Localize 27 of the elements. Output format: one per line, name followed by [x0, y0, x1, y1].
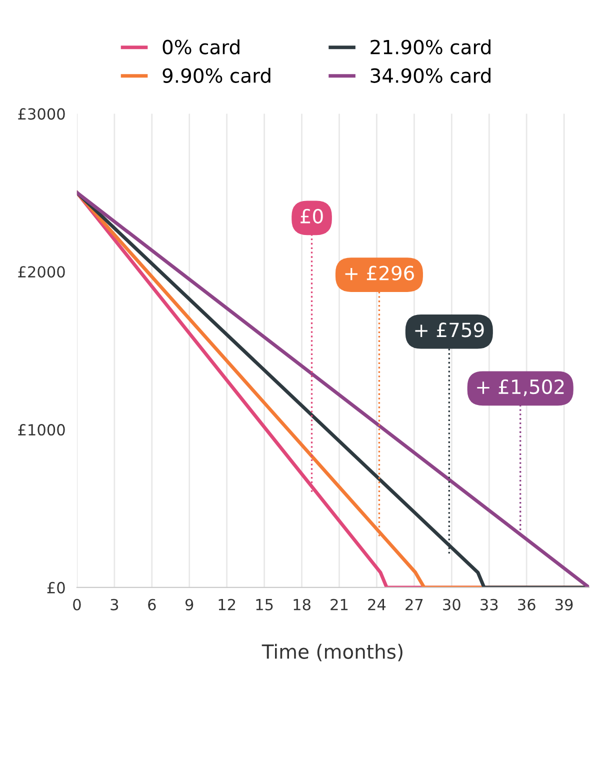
- legend-label: 0% card: [162, 39, 240, 54]
- legend-label: 9.90% card: [162, 68, 270, 83]
- x-tick-label: 6: [148, 598, 156, 610]
- annotation: + £759: [415, 322, 484, 338]
- x-tick-label: 39: [556, 598, 573, 610]
- x-tick-label: 15: [256, 599, 273, 610]
- x-tick-label: 33: [480, 598, 498, 610]
- x-tick-label: 36: [518, 598, 536, 610]
- x-tick-label: 3: [110, 598, 118, 610]
- annotation: + £1,502: [477, 379, 564, 396]
- x-tick-label: 30: [443, 598, 460, 610]
- annotation: £0: [300, 208, 323, 224]
- x-tick-label: 12: [218, 598, 236, 610]
- x-tick-label: 27: [406, 598, 423, 610]
- legend-label: 34.90% card: [370, 68, 490, 83]
- x-axis-title: Time (months): [262, 644, 402, 662]
- legend-label: 21.90% card: [370, 39, 490, 54]
- x-tick-label: 24: [368, 598, 386, 610]
- x-tick-label: 9: [185, 598, 194, 610]
- x-tick-label: 18: [294, 598, 310, 610]
- y-tick-label: £2000: [18, 266, 65, 278]
- y-tick-label: £1000: [18, 424, 65, 436]
- y-tick-label: £0: [47, 582, 65, 594]
- y-tick-label: £3000: [18, 108, 65, 120]
- x-tick-label: 0: [73, 598, 81, 610]
- annotation: + £296: [345, 266, 414, 280]
- x-tick-label: 21: [330, 598, 348, 610]
